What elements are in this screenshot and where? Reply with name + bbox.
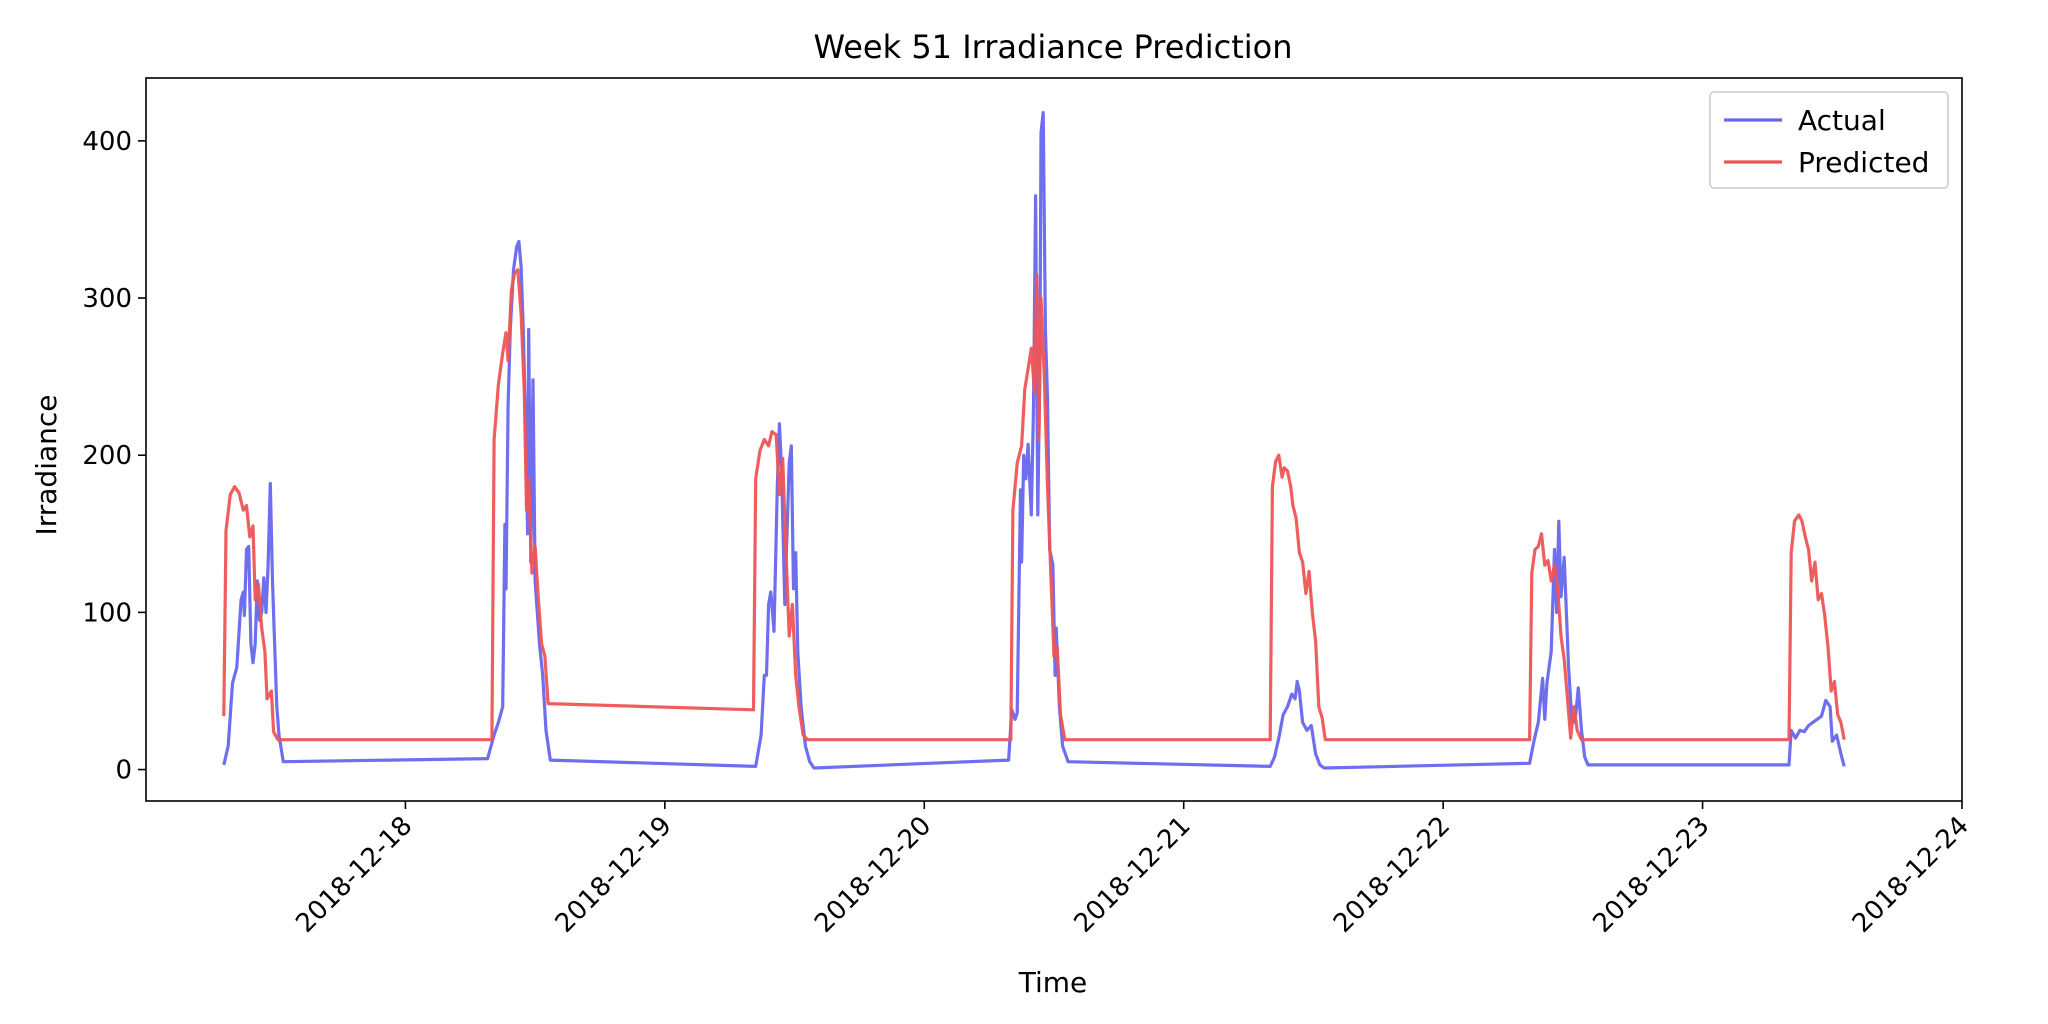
plot-axes (145, 77, 1963, 802)
y-tick-label: 200 (82, 441, 132, 471)
series-line-actual (222, 111, 1846, 770)
legend: Actual Predicted (1709, 91, 1949, 189)
y-tick-label: 300 (82, 284, 132, 314)
legend-box (1709, 91, 1949, 189)
plot-lines (222, 111, 1846, 770)
y-axis-ticks: 0 100 200 300 400 (82, 127, 146, 786)
legend-label-actual: Actual (1798, 104, 1886, 137)
series-line-predicted (222, 268, 1846, 742)
y-tick-label: 0 (115, 756, 132, 786)
legend-label-predicted: Predicted (1798, 146, 1929, 179)
plot-frame (145, 77, 1963, 802)
y-tick-label: 400 (82, 127, 132, 157)
chart-title: Week 51 Irradiance Prediction (813, 28, 1292, 66)
y-tick-label: 100 (82, 598, 132, 628)
y-axis-label: Irradiance (30, 394, 63, 535)
x-axis-label: Time (1018, 966, 1088, 999)
